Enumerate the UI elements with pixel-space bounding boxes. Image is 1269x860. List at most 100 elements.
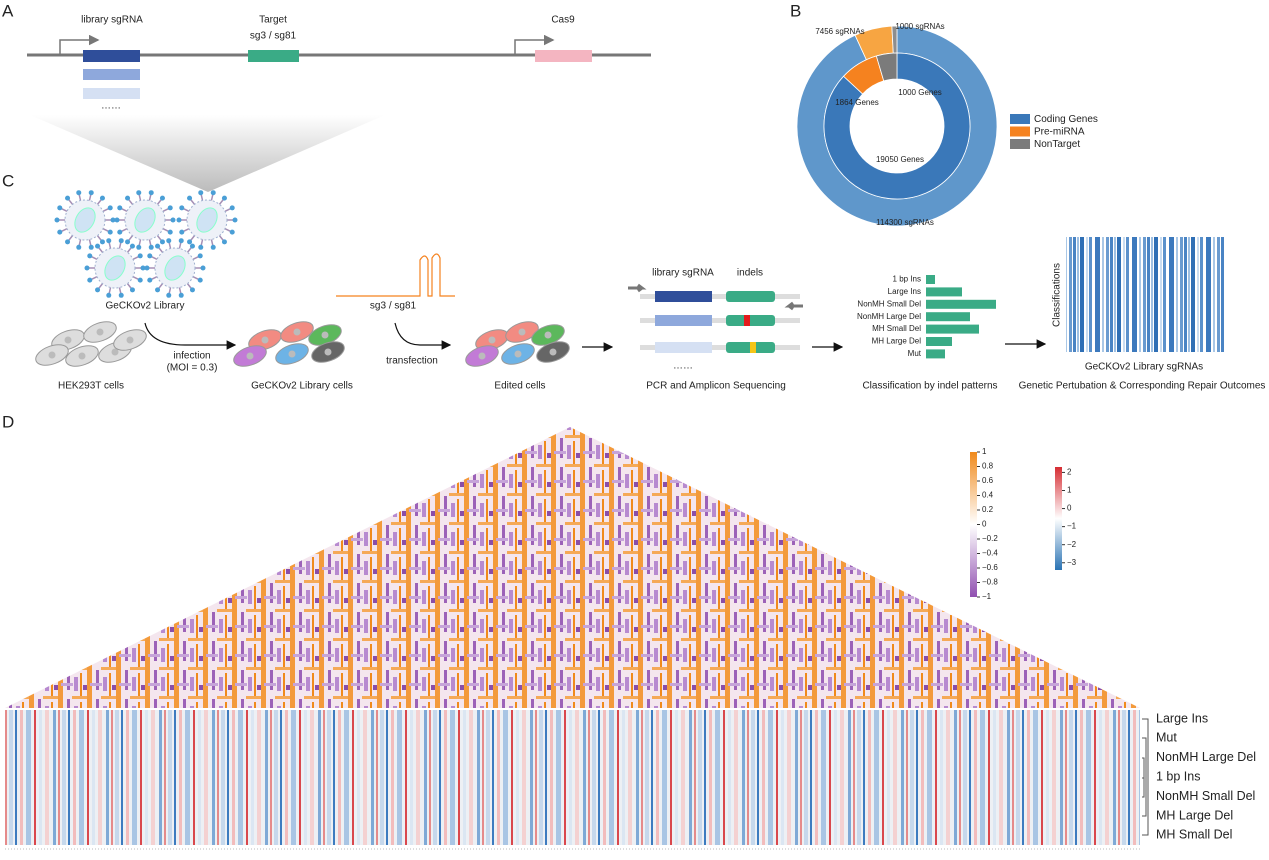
- arrow: [394, 322, 452, 350]
- spike-head: [110, 217, 116, 223]
- spike-head: [107, 229, 113, 235]
- nucleus: [246, 352, 254, 360]
- bar: [926, 312, 970, 322]
- legend-label: Pre-miRNA: [1034, 127, 1085, 138]
- spike-head: [159, 195, 165, 201]
- tick-label: −1: [1067, 522, 1077, 531]
- spike-head: [137, 277, 143, 283]
- spike-head: [197, 277, 203, 283]
- spike-head: [99, 239, 105, 245]
- label: library sgRNA: [652, 268, 714, 279]
- nucleus: [261, 336, 269, 344]
- spike-head: [189, 243, 195, 249]
- spike-head: [197, 253, 203, 259]
- promoter: [59, 34, 100, 55]
- legend-swatch: [1010, 114, 1030, 124]
- spike-head: [166, 292, 172, 298]
- spike-head: [114, 217, 120, 223]
- bar-label: NonMH Small Del: [857, 299, 921, 308]
- genome: [74, 207, 96, 233]
- spike-head: [179, 229, 185, 235]
- spike-head: [76, 244, 82, 250]
- bar: [926, 287, 962, 297]
- genome: [104, 255, 126, 281]
- spike-head: [187, 239, 193, 245]
- value-label: 19050 Genes: [876, 155, 924, 164]
- outcome-heatmap: [5, 710, 1140, 845]
- correlation-triangle: [5, 427, 1140, 708]
- spike-head: [167, 229, 173, 235]
- nucleus: [288, 350, 296, 358]
- nucleus: [48, 351, 56, 359]
- tick-label: 0: [1067, 504, 1072, 513]
- sgrna-structure: [336, 253, 455, 297]
- tick-label: 2: [1067, 468, 1072, 477]
- label: infection: [173, 351, 210, 362]
- cas9-box: [535, 50, 592, 62]
- tick-label: −0.8: [982, 578, 998, 587]
- spike-head: [147, 253, 153, 259]
- spike-head: [107, 205, 113, 211]
- spike-head: [106, 292, 112, 298]
- spike-head: [57, 229, 63, 235]
- spike-head: [117, 229, 123, 235]
- row-label: Mut: [1156, 731, 1177, 745]
- tick-label: −0.4: [982, 549, 998, 558]
- bar: [926, 324, 979, 334]
- label: transfection: [386, 356, 438, 367]
- sgrna-box: [83, 69, 140, 80]
- bar: [926, 275, 935, 284]
- row-label: MH Small Del: [1156, 828, 1232, 842]
- spike-head: [106, 238, 112, 244]
- spike-head: [118, 238, 124, 244]
- legend-swatch: [1010, 126, 1030, 137]
- spike-head: [65, 195, 71, 201]
- legend-label: Coding Genes: [1034, 114, 1098, 125]
- label: Classification by indel patterns: [862, 381, 997, 392]
- spike-head: [155, 287, 161, 293]
- label: Cas9: [551, 15, 575, 26]
- row-label: MH Large Del: [1156, 808, 1233, 822]
- arrow: [144, 322, 237, 350]
- donut-segment: [823, 52, 971, 200]
- sgrna-heatmap: [1066, 237, 1225, 352]
- label: HEK293T cells: [58, 381, 124, 392]
- spike-head: [87, 277, 93, 283]
- nucleus: [549, 348, 557, 356]
- panel-label: A: [2, 1, 14, 20]
- value-label: 1000 Genes: [898, 88, 942, 97]
- tick-label: 0.6: [982, 476, 994, 485]
- spike-head: [136, 190, 142, 196]
- spike-head: [129, 287, 135, 293]
- spike-head: [189, 287, 195, 293]
- spike-head: [136, 244, 142, 250]
- label: GeCKOv2 Library cells: [251, 381, 353, 392]
- spike-head: [178, 238, 184, 244]
- spike-head: [229, 205, 235, 211]
- workflow: GeCKOv2 Library HEK293T cells infection …: [35, 190, 1266, 392]
- row-label: 1 bp Ins: [1156, 769, 1200, 783]
- label: sg3 / sg81: [370, 301, 417, 312]
- tick-label: 0.2: [982, 505, 994, 514]
- spike-head: [210, 190, 216, 196]
- tick-label: −3: [1067, 558, 1077, 567]
- spike-head: [87, 253, 93, 259]
- bar: [926, 299, 996, 309]
- spike-head: [148, 190, 154, 196]
- label: Genetic Pertubation & Corresponding Repa…: [1019, 381, 1266, 392]
- spike-head: [200, 265, 206, 271]
- spike-head: [178, 292, 184, 298]
- spike-head: [198, 190, 204, 196]
- spike-head: [148, 244, 154, 250]
- panel-label: B: [790, 1, 801, 20]
- nucleus: [518, 328, 526, 336]
- spike-head: [155, 243, 161, 249]
- spike-head: [88, 244, 94, 250]
- panel-label: D: [2, 412, 14, 431]
- spike-head: [166, 238, 172, 244]
- label: ……: [673, 361, 693, 372]
- row-label: NonMH Small Del: [1156, 789, 1255, 803]
- spike-head: [232, 217, 238, 223]
- nucleus: [126, 336, 134, 344]
